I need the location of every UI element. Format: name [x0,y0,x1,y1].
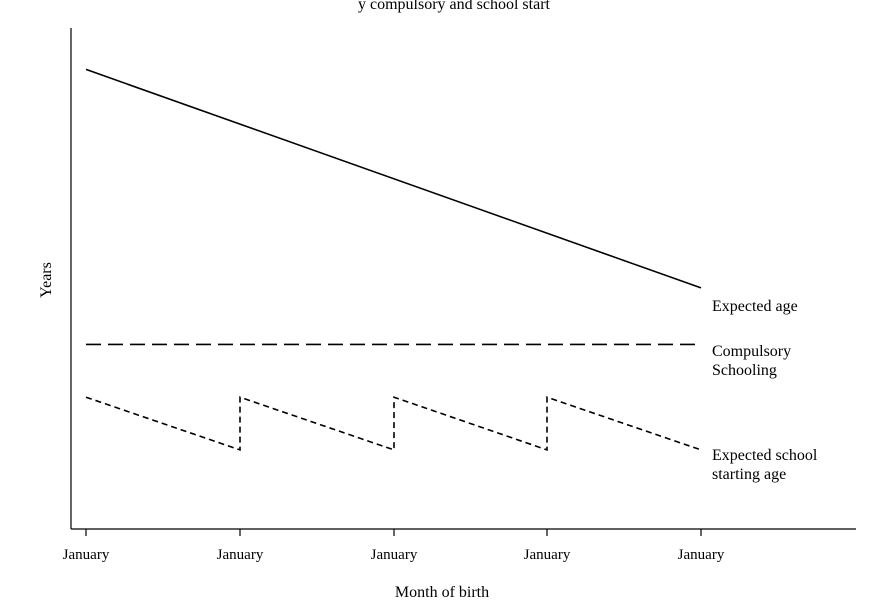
x-tick-label: January [371,547,418,563]
chart-title-partial: y compulsory and school start [358,0,551,13]
x-ticks: January January January January January [63,529,725,563]
x-tick-label: January [217,547,264,563]
series-line-1 [85,68,702,289]
y-axis-label: Years [38,262,55,298]
x-axis-label: Month of birth [395,584,489,601]
series-label-3: starting age [712,466,786,483]
series-label-3: Expected school [712,447,818,464]
series-label-1: Expected age [712,298,798,315]
x-tick-label: January [678,547,725,563]
x-tick-label: January [524,547,571,563]
series-label-2: Schooling [712,362,777,379]
x-tick-label: January [63,547,110,563]
series-line-3 [85,396,702,452]
series-labels: Expected age Compulsory Schooling Expected … [712,298,818,483]
series-label-2: Compulsory [712,343,791,360]
series-layer [85,68,702,452]
